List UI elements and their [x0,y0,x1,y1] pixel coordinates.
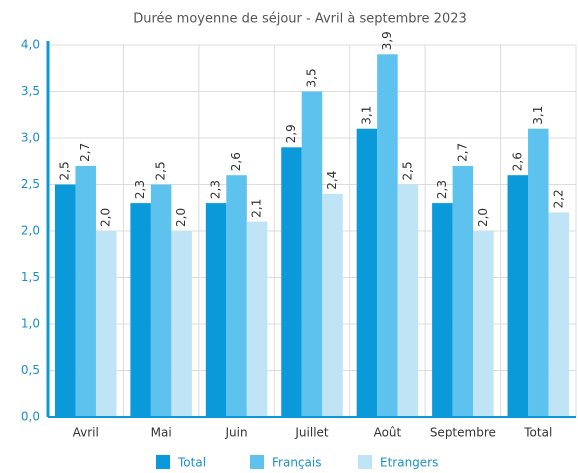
bar [452,165,474,417]
bar [507,175,529,417]
value-label: 2,1 [250,199,264,218]
bar [205,203,227,417]
x-tick-label: Juillet [294,426,329,440]
y-tick-label: 4,0 [21,38,40,52]
value-label: 3,1 [531,106,545,125]
value-label: 2,5 [154,161,168,180]
x-tick-label: Septembre [430,426,496,440]
value-label: 2,5 [58,161,72,180]
y-tick-label: 1,5 [21,270,40,284]
value-label: 2,7 [455,143,469,162]
x-tick-label: Avril [73,426,99,440]
value-label: 2,2 [551,189,565,208]
bar [171,231,192,417]
value-label: 2,3 [435,180,449,199]
legend-swatch [250,455,264,469]
legend-swatch [358,455,372,469]
bar [301,91,323,417]
y-tick-label: 3,5 [21,84,40,98]
value-label: 2,5 [400,161,414,180]
bar [54,184,76,417]
value-label: 2,0 [476,208,490,227]
bar [281,147,302,418]
bar [548,212,570,417]
value-label: 2,3 [133,180,147,199]
bar [397,184,419,417]
legend-label: Etrangers [380,456,438,470]
x-tick-label: Juin [225,426,248,440]
x-tick-label: Total [523,426,552,440]
value-label: 3,1 [359,106,373,125]
x-tick-label: Août [374,426,402,440]
bar [246,221,268,417]
bar [130,203,151,417]
bar [226,175,247,417]
x-tick-label: Mai [151,426,172,440]
y-tick-label: 1,0 [21,317,40,331]
value-label: 2,7 [78,143,92,162]
chart-title: Durée moyenne de séjour - Avril à septem… [133,12,467,27]
y-tick-label: 0,0 [21,410,40,424]
bar [322,193,343,417]
value-label: 3,5 [305,68,319,87]
value-label: 2,6 [229,152,243,171]
bar [377,54,398,418]
bar [356,128,378,417]
bar [75,165,96,417]
y-tick-label: 3,0 [21,131,40,145]
legend-label: Total [177,456,206,470]
value-label: 2,6 [510,152,524,171]
bar [432,203,453,417]
value-label: 2,3 [209,180,223,199]
bar [150,184,172,417]
bar [95,231,117,417]
value-label: 2,4 [325,171,339,190]
value-label: 2,0 [174,208,188,227]
y-tick-label: 2,5 [21,177,40,191]
bar [528,128,549,417]
y-tick-label: 0,5 [21,363,40,377]
bar [473,231,494,417]
value-label: 3,9 [380,31,394,50]
value-label: 2,9 [284,124,298,143]
legend-label: Français [272,456,321,470]
legend-swatch [156,455,170,469]
y-tick-label: 2,0 [21,224,40,238]
value-label: 2,0 [99,208,113,227]
